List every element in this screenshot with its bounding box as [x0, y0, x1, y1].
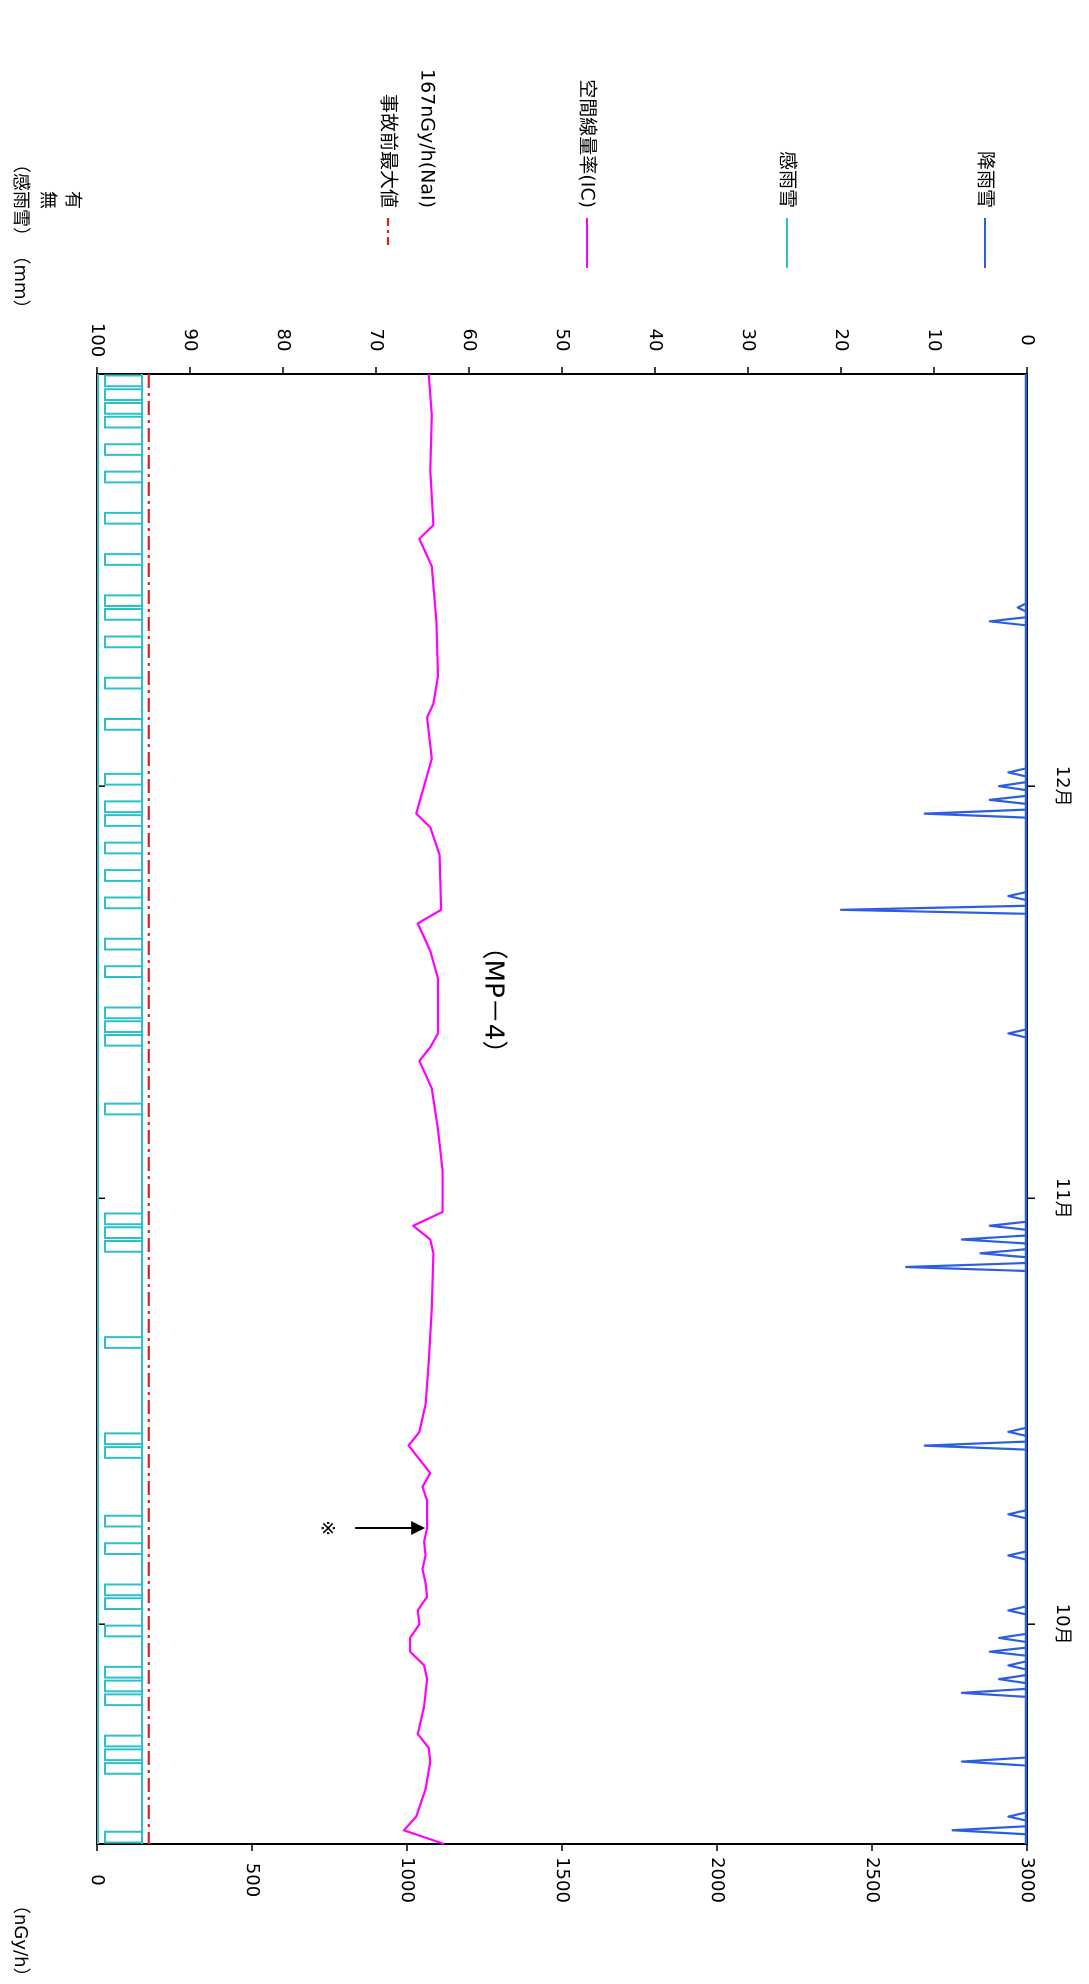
precip-tick-label: 40 [645, 329, 666, 352]
precip-tick-label: 50 [552, 329, 573, 352]
precip-tick-label: 60 [459, 329, 480, 352]
month-tick-label: 10月 [1052, 1604, 1073, 1645]
precip-tick-label: 80 [273, 329, 294, 352]
precip-spike [998, 1674, 1027, 1685]
precip-series-group [839, 374, 1028, 1844]
dose-tick-label: 2000 [707, 1857, 728, 1903]
month-tick-label: 12月 [1052, 766, 1073, 807]
dose-tick-label: 2500 [862, 1857, 883, 1903]
legend-label-reference: 事故前最大値 [378, 94, 400, 208]
month-tick-label: 11月 [1052, 1178, 1073, 1219]
precip-tick-label: 70 [366, 329, 387, 352]
precip-tick-label: 100 [87, 323, 108, 357]
legend-label-precip: 降雨雪 [975, 151, 997, 208]
precip-spike [839, 904, 1027, 915]
precip-spike [1007, 1660, 1027, 1671]
precip-spike [960, 1756, 1027, 1767]
precip-spike [988, 1646, 1027, 1657]
sensor-series-group [97, 374, 143, 1844]
precip-tick-label: 30 [738, 329, 759, 352]
legend: 事故前最大値 167nGy/h(NaI) 空間線量率(IC) 感雨雪 降雨雪 [378, 69, 997, 268]
precip-spike [988, 794, 1027, 805]
sensor-state-off: 無 [37, 191, 58, 209]
precip-spike [998, 781, 1027, 792]
precip-spike [960, 1687, 1027, 1698]
dose-tick-label: 3000 [1017, 1857, 1038, 1903]
dose-tick-label: 0 [87, 1874, 108, 1885]
precip-tick-label: 10 [924, 329, 945, 352]
precip-spike [923, 1440, 1027, 1451]
sensor-trace [104, 374, 143, 1844]
annotation-symbol: ※ [317, 1520, 339, 1536]
sensor-state-on: 有 [62, 191, 83, 209]
dose-tick-label: 1000 [397, 1857, 418, 1903]
precip-tick-label: 0 [1017, 334, 1038, 345]
precip-spike [1007, 1028, 1027, 1039]
precip-spike [1007, 1605, 1027, 1616]
precip-spike [905, 1261, 1027, 1273]
precip-spike [1007, 1509, 1027, 1520]
precip-spike [979, 1248, 1027, 1259]
precip-spike [1007, 1426, 1027, 1437]
precip-spike [951, 1825, 1027, 1836]
precip-unit-label: （mm） [10, 246, 31, 317]
dose-series-group [402, 373, 445, 1846]
sensor-unit-label: （感雨雪） [10, 155, 31, 245]
precip-spike [1007, 767, 1027, 778]
dose-tick-label: 1500 [552, 1857, 573, 1903]
annotation-group: ※ [317, 1520, 426, 1536]
dose-unit-label: （nGy/h） [10, 1896, 31, 1984]
legend-label-sensor: 感雨雪 [777, 151, 799, 208]
precip-spike [988, 1220, 1027, 1231]
precip-spike [1007, 1811, 1027, 1822]
plot-frame [96, 373, 1028, 1845]
chart-title: （MP－4） [479, 934, 509, 1067]
axis-ticks: 0 500 1000 1500 2000 2500 3000 （nGy/h） 0 10 20 30 40… [10, 155, 1073, 1984]
precip-spike [960, 1234, 1027, 1245]
precip-spike [1007, 1550, 1027, 1561]
precip-tick-label: 90 [180, 329, 201, 352]
annotation-arrow-head [411, 1521, 426, 1536]
legend-label-reference-value: 167nGy/h(NaI) [417, 69, 439, 208]
precip-spike [923, 808, 1027, 819]
dose-tick-label: 500 [242, 1863, 263, 1897]
precip-spike [1016, 602, 1027, 613]
legend-label-dose: 空間線量率(IC) [577, 79, 599, 208]
precip-spike [988, 616, 1027, 627]
precip-spike [998, 1632, 1027, 1644]
dose-line [402, 373, 445, 1846]
precip-tick-label: 20 [831, 329, 852, 352]
precip-spike [1007, 890, 1027, 902]
